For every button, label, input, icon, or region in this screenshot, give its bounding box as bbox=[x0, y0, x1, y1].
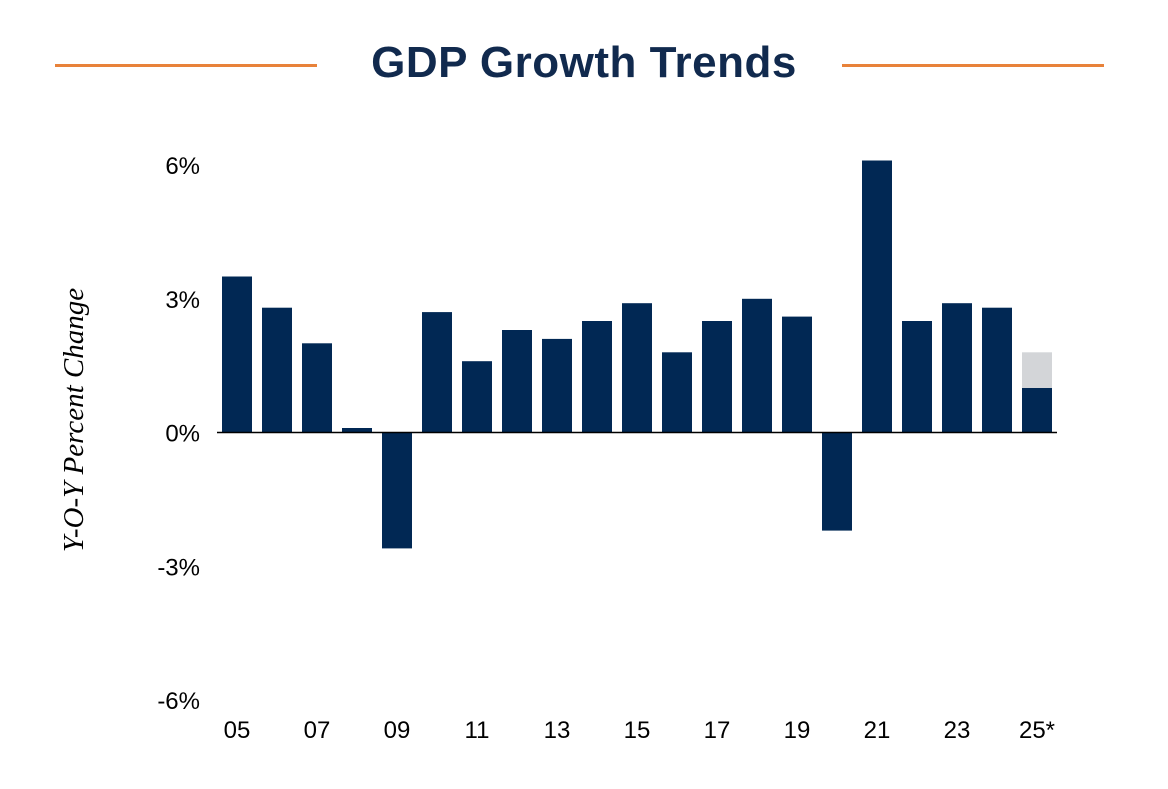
title-area: GDP Growth Trends bbox=[0, 30, 1168, 100]
x-tick-label: 21 bbox=[864, 717, 891, 744]
y-ticks-group: 6% 3% 0% -3% -6% bbox=[157, 153, 200, 715]
y-tick-label: -3% bbox=[157, 554, 200, 581]
x-tick-label: 07 bbox=[304, 717, 331, 744]
bars-group bbox=[222, 160, 1052, 549]
bar-24 bbox=[982, 307, 1012, 433]
bar-06 bbox=[262, 307, 292, 433]
x-tick-label: 19 bbox=[784, 717, 811, 744]
bar-12 bbox=[502, 330, 532, 433]
bar-17 bbox=[702, 321, 732, 433]
bar-08 bbox=[342, 428, 372, 433]
x-tick-label: 23 bbox=[944, 717, 971, 744]
y-axis-label: Y-O-Y Percent Change bbox=[58, 288, 90, 552]
y-tick-label: 0% bbox=[165, 421, 200, 448]
bar-07 bbox=[302, 343, 332, 433]
bar-22 bbox=[902, 321, 932, 433]
x-tick-label: 13 bbox=[544, 717, 571, 744]
bar-18 bbox=[742, 298, 772, 433]
chart-title: GDP Growth Trends bbox=[371, 38, 797, 87]
bar-15 bbox=[622, 303, 652, 433]
x-ticks-group: 05 07 09 11 13 15 17 19 21 23 25* bbox=[224, 717, 1055, 744]
x-tick-label: 11 bbox=[465, 717, 490, 744]
bar-25* bbox=[1022, 387, 1052, 433]
x-tick-label: 05 bbox=[224, 717, 251, 744]
x-tick-label: 09 bbox=[384, 717, 411, 744]
forecast-bar-25* bbox=[1022, 352, 1052, 388]
bar-05 bbox=[222, 276, 252, 433]
bar-19 bbox=[782, 316, 812, 433]
x-tick-label: 25* bbox=[1019, 717, 1055, 744]
title-rule-right bbox=[842, 64, 1104, 67]
bar-20 bbox=[822, 432, 852, 531]
x-tick-label: 17 bbox=[704, 717, 731, 744]
bar-13 bbox=[542, 338, 572, 433]
bar-11 bbox=[462, 361, 492, 433]
x-tick-label: 15 bbox=[624, 717, 651, 744]
bar-10 bbox=[422, 312, 452, 433]
y-tick-label: 3% bbox=[165, 287, 200, 314]
bar-23 bbox=[942, 303, 972, 433]
title-rule-left bbox=[55, 64, 317, 67]
y-tick-label: -6% bbox=[157, 688, 200, 715]
bar-14 bbox=[582, 321, 612, 433]
y-tick-label: 6% bbox=[165, 153, 200, 180]
bar-09 bbox=[382, 432, 412, 549]
bar-16 bbox=[662, 352, 692, 433]
bar-21 bbox=[862, 160, 892, 433]
